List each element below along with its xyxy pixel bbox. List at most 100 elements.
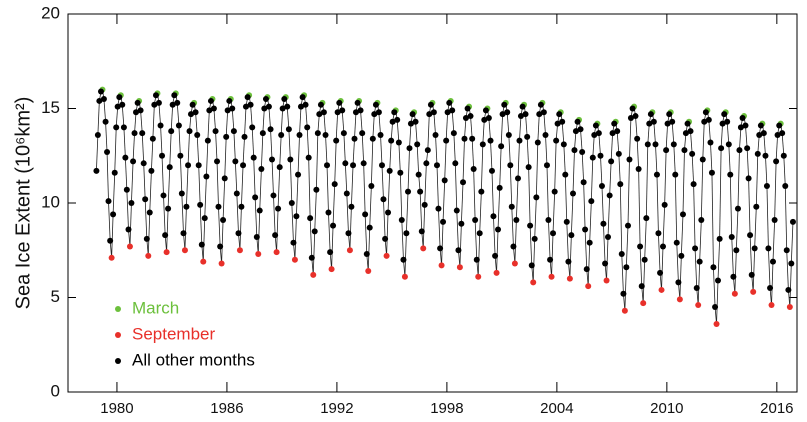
connector [323, 112, 326, 135]
data-point [443, 137, 450, 144]
data-point [542, 131, 549, 138]
connector [713, 267, 716, 307]
connector [653, 121, 656, 145]
data-point [342, 160, 349, 167]
data-point [461, 135, 468, 142]
data-point [168, 128, 175, 135]
connector [482, 119, 485, 145]
data-point [165, 205, 172, 212]
data-point [94, 131, 101, 138]
connector [702, 121, 705, 160]
data-point [618, 251, 625, 258]
data-point [220, 217, 227, 224]
data-point [508, 203, 515, 210]
data-point [218, 260, 225, 267]
connector [459, 223, 462, 268]
connector [662, 204, 666, 247]
data-point [114, 103, 121, 110]
data-point [531, 235, 538, 242]
data-point [105, 198, 112, 205]
data-point [339, 107, 346, 114]
connector [250, 104, 253, 128]
connector [543, 112, 546, 135]
data-point [365, 268, 372, 275]
connector [629, 117, 632, 160]
connector [671, 121, 675, 145]
data-point [626, 156, 633, 163]
data-point [302, 101, 309, 108]
connector [396, 119, 400, 143]
connector [514, 219, 517, 264]
connector [745, 125, 748, 149]
connector [115, 106, 119, 128]
connector [493, 216, 496, 256]
connector [241, 165, 244, 207]
data-point [647, 111, 654, 118]
data-point [750, 288, 757, 295]
data-point [424, 147, 431, 154]
connector [346, 193, 349, 234]
data-point [195, 162, 202, 169]
data-point [293, 213, 300, 220]
data-point [696, 258, 703, 265]
data-point [641, 256, 648, 263]
data-point [426, 111, 433, 118]
data-point [181, 247, 188, 254]
connector [656, 174, 659, 234]
data-point [527, 222, 534, 229]
connector [766, 185, 769, 249]
connector [500, 114, 504, 147]
data-point [351, 135, 358, 142]
data-point [762, 152, 769, 159]
data-point [102, 118, 109, 125]
connector [433, 112, 436, 135]
data-point [308, 254, 315, 261]
connector [551, 233, 554, 277]
data-point [437, 245, 444, 252]
data-point [666, 111, 673, 118]
connector [332, 184, 336, 226]
data-point [760, 130, 767, 137]
connector [299, 106, 302, 135]
data-point [398, 217, 405, 224]
data-point [441, 177, 448, 184]
data-point [617, 181, 624, 188]
data-point [362, 211, 369, 218]
data-point [473, 256, 480, 263]
data-point [490, 213, 497, 220]
data-point [130, 158, 137, 165]
data-point [537, 101, 544, 108]
data-point [270, 192, 277, 199]
connector [352, 138, 355, 166]
data-point [397, 169, 404, 176]
data-point [368, 182, 375, 189]
data-point [653, 171, 660, 178]
data-point [304, 124, 311, 131]
data-point [713, 320, 720, 327]
data-point [214, 158, 221, 165]
data-point [488, 167, 495, 174]
data-point [501, 101, 508, 108]
connector [451, 110, 455, 134]
connector [399, 172, 403, 221]
connector [163, 195, 166, 236]
connector [729, 174, 733, 238]
connector [308, 157, 311, 219]
connector [763, 133, 766, 156]
connector [169, 131, 172, 168]
connector [589, 201, 592, 243]
connector [202, 218, 206, 262]
data-point [430, 109, 437, 116]
connector [781, 133, 785, 156]
connector [554, 140, 557, 192]
data-point [146, 209, 153, 216]
connector [598, 133, 601, 156]
data-point [340, 130, 347, 137]
data-point [655, 230, 662, 237]
data-point [233, 190, 240, 197]
data-point [475, 273, 482, 280]
data-point [524, 133, 531, 140]
connector [708, 119, 711, 143]
connector [569, 235, 572, 279]
data-point [515, 175, 522, 182]
